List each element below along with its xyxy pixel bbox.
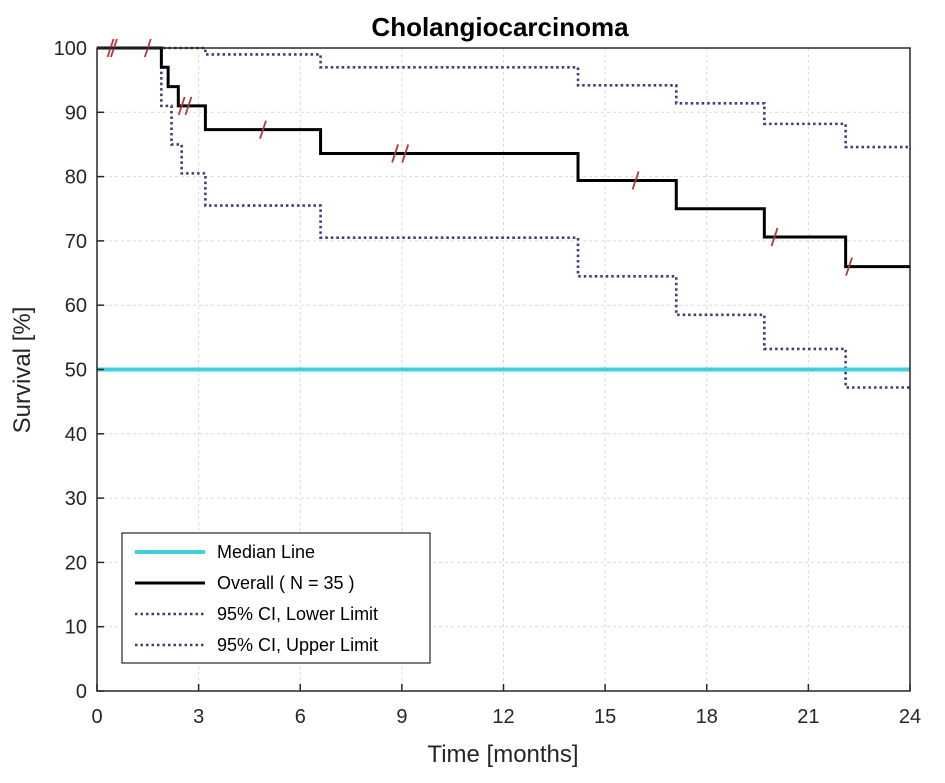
y-tick-label: 40 bbox=[65, 424, 87, 446]
x-tick-label: 15 bbox=[594, 706, 616, 728]
legend-box bbox=[121, 532, 431, 664]
censor-mark bbox=[184, 96, 193, 116]
x-tick-label: 21 bbox=[797, 706, 819, 728]
axis-ticks bbox=[96, 47, 911, 692]
series-lower bbox=[97, 46, 910, 389]
y-tick-label: 80 bbox=[65, 167, 87, 189]
y-tick-label: 0 bbox=[76, 681, 87, 703]
y-tick-label: 50 bbox=[65, 360, 87, 382]
x-tick-label: 0 bbox=[91, 706, 102, 728]
legend: Median Line Overall ( N = 35 ) 95% CI, L… bbox=[121, 532, 431, 664]
censor-mark bbox=[770, 227, 779, 247]
x-tick-label: 18 bbox=[696, 706, 718, 728]
y-tick-label: 60 bbox=[65, 295, 87, 317]
series-layer bbox=[97, 46, 910, 389]
x-tick-labels: 0 3 6 9 12 15 18 21 24 bbox=[91, 706, 921, 728]
censor-mark bbox=[845, 257, 853, 276]
legend-label-median: Median Line bbox=[217, 542, 315, 562]
y-tick-label: 30 bbox=[65, 488, 87, 510]
x-tick-label: 12 bbox=[492, 706, 514, 728]
chart-title: Cholangiocarcinoma bbox=[371, 12, 629, 42]
y-tick-labels: 0 10 20 30 40 50 60 70 80 90 100 bbox=[54, 38, 87, 703]
y-axis-label: Survival [%] bbox=[9, 307, 36, 434]
censor-mark bbox=[259, 120, 267, 139]
x-tick-label: 3 bbox=[193, 706, 204, 728]
legend-label-upper-ci: 95% CI, Upper Limit bbox=[217, 635, 378, 655]
series-upper bbox=[97, 46, 910, 149]
y-tick-label: 90 bbox=[65, 102, 87, 124]
censor-mark bbox=[631, 171, 640, 190]
x-tick-label: 9 bbox=[396, 706, 407, 728]
x-axis-label: Time [months] bbox=[427, 741, 578, 768]
y-tick-label: 20 bbox=[65, 552, 87, 574]
y-tick-label: 70 bbox=[65, 231, 87, 253]
x-tick-label: 24 bbox=[899, 706, 921, 728]
series-overall bbox=[97, 46, 910, 269]
censor-mark bbox=[401, 144, 410, 163]
censor-marks bbox=[106, 38, 853, 276]
censor-mark bbox=[391, 144, 399, 163]
censor-mark bbox=[177, 96, 186, 116]
legend-label-lower-ci: 95% CI, Lower Limit bbox=[217, 604, 378, 624]
x-tick-label: 6 bbox=[295, 706, 306, 728]
y-tick-label: 10 bbox=[65, 617, 87, 639]
y-tick-label: 100 bbox=[54, 38, 87, 60]
legend-label-overall: Overall ( N = 35 ) bbox=[217, 573, 355, 593]
